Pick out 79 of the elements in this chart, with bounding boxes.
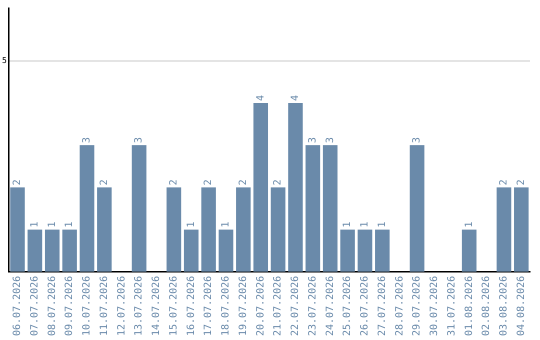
data-label: 3 (82, 137, 93, 144)
bar (236, 187, 251, 272)
data-label: 1 (376, 222, 388, 228)
x-tick-label: 17.07.2026 (203, 276, 214, 336)
x-tick-label: 20.07.2026 (255, 276, 266, 336)
data-label: 2 (272, 179, 284, 186)
x-tick-label: 24.07.2026 (324, 276, 336, 336)
bar (340, 230, 355, 272)
x-tick-label: 27.07.2026 (376, 276, 388, 336)
bar (410, 145, 424, 272)
x-tick-label: 02.08.2026 (481, 276, 492, 336)
x-tick-label: 25.07.2026 (342, 276, 354, 336)
data-label: 1 (46, 222, 58, 228)
bar (10, 187, 25, 272)
x-tick-label: 01.08.2026 (464, 276, 475, 336)
x-tick-label: 08.07.2026 (46, 276, 58, 336)
x-tick-label: 30.07.2026 (429, 276, 440, 336)
x-tick-label: 11.07.2026 (98, 276, 110, 336)
data-label: 1 (220, 222, 232, 228)
x-tick-label: 18.07.2026 (220, 276, 232, 336)
bar (218, 230, 234, 272)
x-tick-label: 14.07.2026 (151, 276, 162, 336)
bar (253, 102, 268, 272)
x-tick-label: 23.07.2026 (307, 276, 318, 336)
data-label: 1 (29, 222, 40, 228)
bar (97, 187, 112, 272)
data-label: 1 (64, 222, 76, 228)
bar (270, 187, 286, 272)
x-tick-label: 28.07.2026 (394, 276, 406, 336)
data-label: 1 (186, 222, 197, 228)
bar (28, 230, 42, 272)
bar (184, 230, 199, 272)
x-tick-label: 31.07.2026 (446, 276, 458, 336)
x-tick-label: 15.07.2026 (168, 276, 180, 336)
data-label: 1 (360, 222, 371, 228)
bar (358, 230, 372, 272)
data-label: 4 (290, 94, 302, 101)
bar (166, 187, 182, 272)
data-label: 1 (464, 222, 475, 228)
bar (306, 145, 320, 272)
x-tick-label: 22.07.2026 (290, 276, 302, 336)
bar (514, 187, 529, 272)
x-tick-label: 06.07.2026 (12, 276, 24, 336)
data-label: 1 (342, 222, 354, 228)
x-tick-label: 07.07.2026 (29, 276, 40, 336)
bar (201, 187, 216, 272)
x-tick-label: 04.08.2026 (516, 276, 527, 336)
y-tick-label: 5 (2, 56, 7, 65)
data-label: 3 (324, 137, 336, 144)
bar (132, 145, 146, 272)
data-label: 2 (498, 179, 510, 186)
x-tick-label: 09.07.2026 (64, 276, 76, 336)
bar (462, 230, 476, 272)
x-tick-label: 19.07.2026 (238, 276, 249, 336)
x-tick-label: 16.07.2026 (186, 276, 197, 336)
data-label: 3 (134, 137, 145, 144)
bar (375, 230, 390, 272)
bar (322, 145, 338, 272)
x-tick-label: 13.07.2026 (134, 276, 145, 336)
x-tick-label: 12.07.2026 (116, 276, 128, 336)
x-tick-label: 21.07.2026 (272, 276, 284, 336)
data-label: 3 (412, 137, 423, 144)
bar (496, 187, 512, 272)
data-label: 2 (168, 179, 180, 186)
x-tick-label: 10.07.2026 (82, 276, 93, 336)
x-tick-label: 26.07.2026 (360, 276, 371, 336)
x-tick-label: 29.07.2026 (412, 276, 423, 336)
bar (80, 145, 94, 272)
data-label: 2 (238, 179, 249, 186)
bar (62, 230, 77, 272)
data-label: 4 (255, 94, 266, 101)
data-label: 2 (203, 179, 214, 186)
data-label: 3 (307, 137, 318, 144)
x-tick-label: 03.08.2026 (498, 276, 510, 336)
data-label: 2 (516, 179, 527, 186)
bar (44, 230, 60, 272)
data-label: 2 (12, 179, 24, 186)
bar (288, 102, 303, 272)
data-label: 2 (98, 179, 110, 186)
